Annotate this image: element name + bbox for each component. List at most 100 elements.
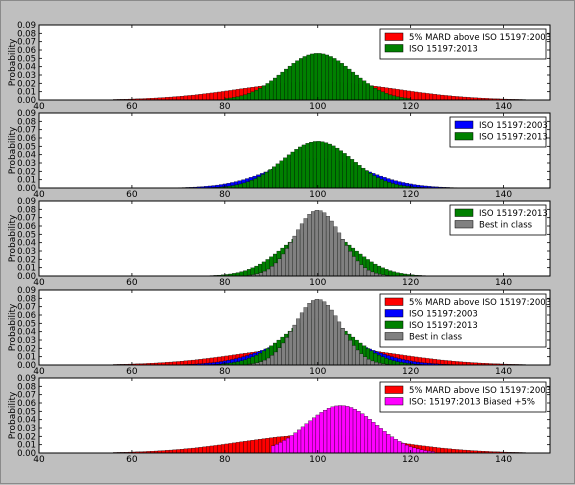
bar [328,144,332,188]
bar [371,272,375,276]
bar [422,93,426,100]
bar [291,152,295,188]
x-tick-label: 60 [126,190,138,200]
bar [365,171,369,188]
bar [323,410,327,453]
bar [398,441,402,453]
bar [368,419,372,453]
bar [188,448,192,453]
bar [325,55,329,100]
bar [344,66,348,100]
subplot-1: 0.000.010.020.030.040.050.060.070.080.09… [8,21,551,112]
bar [324,143,328,188]
bar [347,156,351,188]
x-tick-label: 100 [309,455,326,465]
x-tick-label: 60 [126,102,138,112]
legend-swatch [385,333,403,341]
bar [337,322,341,365]
bar [255,90,259,100]
x-tick-label: 80 [219,102,231,112]
x-tick-label: 120 [402,190,419,200]
bar [294,433,298,453]
legend-label: Best in class [479,221,533,231]
bar [362,81,366,100]
bar [315,299,319,365]
subplot-2: 0.000.010.020.030.040.050.060.070.080.09… [8,109,550,200]
bar [346,406,350,453]
bar [330,310,334,365]
bar [352,257,356,277]
bar [293,236,297,276]
bar [274,263,278,276]
bar [243,95,247,100]
bar [309,142,313,188]
bar [199,94,203,100]
x-tick-label: 140 [495,190,512,200]
bar [246,182,250,188]
bar [240,442,244,453]
bar [311,211,315,276]
bar [287,155,291,188]
y-tick-label: 0.09 [17,286,36,296]
bar [285,248,289,276]
bar [321,54,325,100]
legend-swatch [385,321,403,329]
legend-swatch [385,45,403,53]
bar [361,168,365,188]
bar [243,360,247,365]
bar [267,269,271,276]
bar [360,414,364,453]
bar [396,362,400,365]
legend-label: ISO 15197:2003 [409,310,478,320]
bar [247,441,251,453]
bar [317,141,321,188]
bar [229,443,233,453]
x-tick-label: 100 [309,102,326,112]
bar [278,348,282,365]
x-tick-label: 140 [495,455,512,465]
bar [240,272,244,276]
bar [385,93,389,100]
bar [358,165,362,188]
y-axis-label: Probability [8,303,18,351]
bar [321,142,325,188]
bar [405,445,409,453]
bar [426,93,430,100]
bar [356,261,360,276]
bar [302,145,306,188]
bar [440,95,444,100]
bar [295,149,299,188]
bar [257,177,261,188]
bar [387,182,391,188]
bar [440,448,444,453]
legend-label: ISO 15197:2013 [479,209,548,219]
bar [418,92,422,100]
legend-swatch [385,310,403,318]
bar [347,69,351,100]
bar [214,92,218,100]
bar [305,424,309,453]
bar [391,183,395,188]
bar [304,307,308,365]
bar [283,158,287,188]
bar [437,448,441,453]
bar [363,268,367,276]
subplot-5: 0.000.010.020.030.040.050.060.070.080.09… [8,374,551,465]
bar [296,319,300,365]
bar [334,406,338,453]
bar [282,440,286,453]
bar [271,446,275,453]
bar [312,418,316,453]
bar [274,352,278,365]
bar [303,56,307,100]
bar [343,153,347,188]
bar [288,66,292,100]
bar [412,448,416,453]
bar [356,350,360,365]
y-tick-label: 0.09 [17,197,36,207]
bar [263,360,267,365]
bar [429,94,433,100]
